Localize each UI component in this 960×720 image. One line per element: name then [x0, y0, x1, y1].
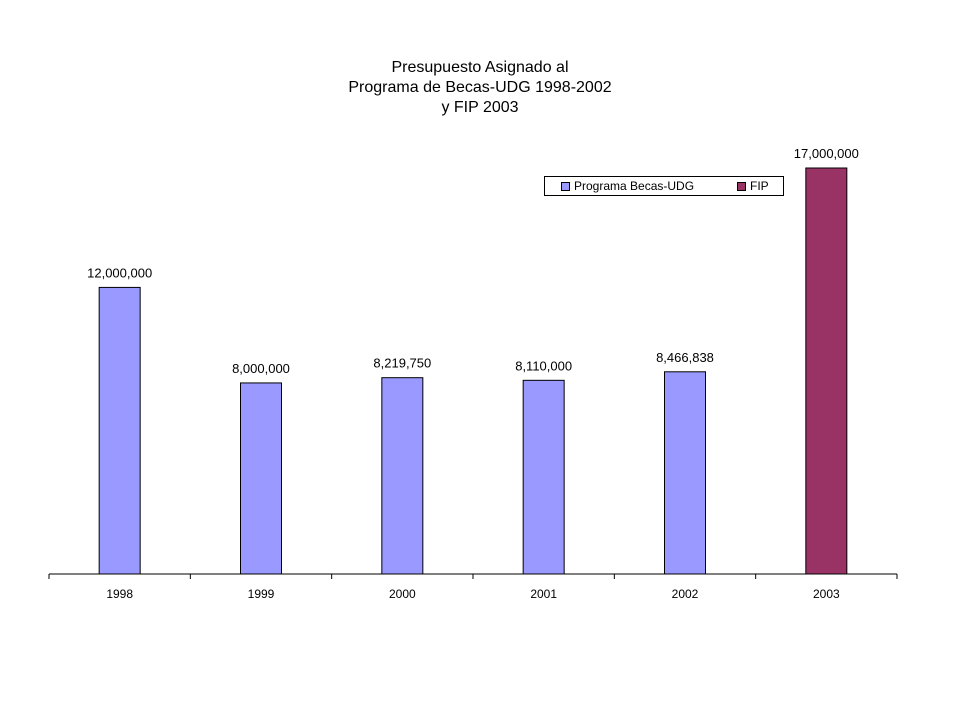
legend-item-programa-becas-udg: Programa Becas-UDG	[561, 179, 737, 193]
legend: Programa Becas-UDG FIP	[544, 176, 784, 196]
data-label-1999: 8,000,000	[232, 361, 290, 376]
data-label-2000: 8,219,750	[373, 356, 431, 371]
data-label-2002: 8,466,838	[656, 350, 714, 365]
bar-programa-becas-udg-2000	[381, 377, 424, 575]
data-label-2001: 8,110,000	[515, 358, 572, 373]
chart-title-line-1: Presupuesto Asignado al	[391, 59, 569, 76]
legend-item-fip: FIP	[737, 179, 769, 193]
data-label-1998: 12,000,000	[87, 265, 152, 280]
bar-programa-becas-udg-1999	[240, 382, 282, 575]
chart-title-line-3: y FIP 2003	[441, 99, 519, 116]
legend-swatch-programa-becas-udg	[561, 181, 570, 191]
x-tick-label-2000: 2000	[389, 587, 416, 601]
bar-fip-2003	[805, 167, 848, 575]
x-tick-label-2002: 2002	[672, 587, 699, 601]
legend-label-programa-becas-udg: Programa Becas-UDG	[574, 179, 695, 193]
bars-group: 12,000,000 8,000,000 8,219,750 8,110,000 8,4…	[87, 146, 859, 575]
data-label-2003: 17,000,000	[794, 146, 859, 161]
chart-title-line-2: Programa de Becas-UDG 1998-2002	[348, 79, 612, 96]
bar-programa-becas-udg-1998	[98, 286, 141, 575]
bar-programa-becas-udg-2002	[664, 371, 706, 575]
x-tick-label-1999: 1999	[248, 587, 275, 601]
legend-label-fip: FIP	[750, 179, 769, 193]
bar-programa-becas-udg-2001	[522, 379, 565, 575]
x-tick-label-1998: 1998	[106, 587, 133, 601]
x-tick-label-2001: 2001	[530, 587, 557, 601]
legend-swatch-fip	[737, 181, 746, 191]
x-tick-label-2003: 2003	[813, 587, 840, 601]
x-axis: 1998 1999 2000 2001 2002 2003	[48, 573, 898, 601]
chart-title: Presupuesto Asignado al Programa de Beca…	[240, 58, 720, 118]
